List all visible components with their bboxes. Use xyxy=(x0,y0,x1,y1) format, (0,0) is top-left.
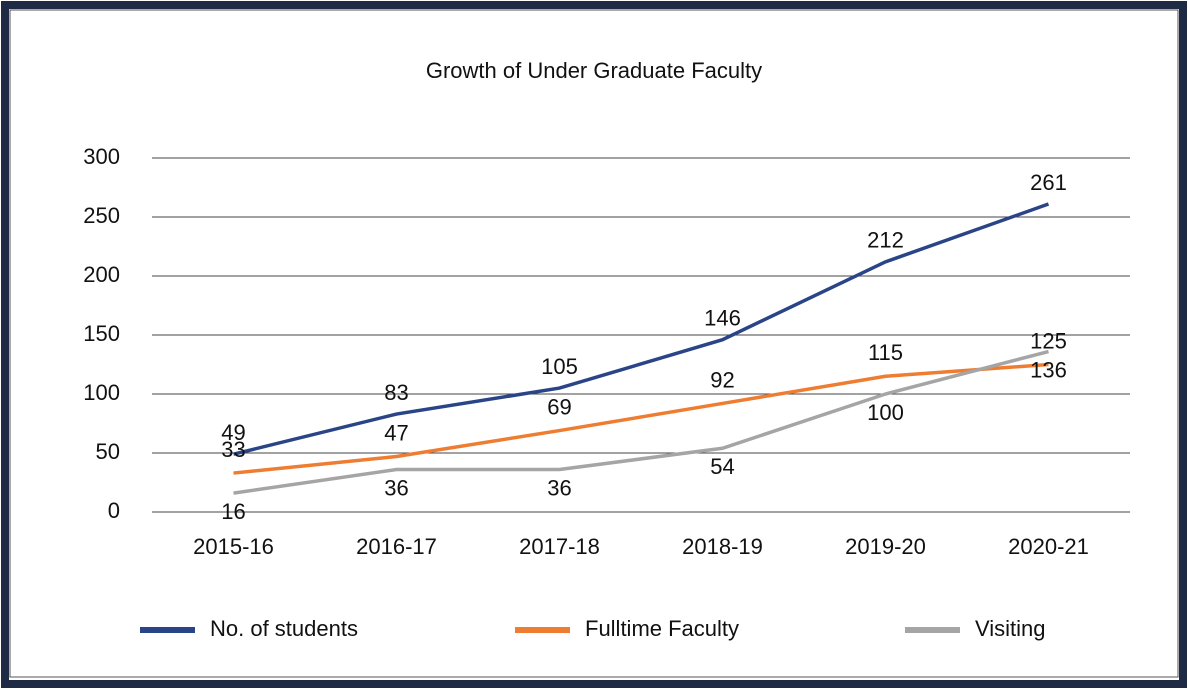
data-label: 69 xyxy=(547,394,571,419)
data-label: 36 xyxy=(384,475,408,500)
line-series xyxy=(233,362,1049,475)
x-tick-label: 2015-16 xyxy=(193,534,274,559)
y-tick-label: 300 xyxy=(83,144,120,169)
data-label: 49 xyxy=(221,420,245,445)
inner-frame xyxy=(9,9,1179,678)
data-label: 100 xyxy=(867,400,904,425)
x-tick-label: 2016-17 xyxy=(356,534,437,559)
y-tick-label: 0 xyxy=(108,498,120,523)
data-label: 33 xyxy=(221,437,245,462)
y-tick-label: 100 xyxy=(83,380,120,405)
legend-label: Fulltime Faculty xyxy=(585,616,739,641)
data-label: 115 xyxy=(868,340,903,365)
data-label: 36 xyxy=(547,475,571,500)
data-label: 105 xyxy=(541,354,578,379)
data-label: 136 xyxy=(1030,357,1067,382)
line-series xyxy=(233,202,1050,456)
line-series xyxy=(233,349,1049,495)
y-tick-label: 250 xyxy=(83,203,120,228)
data-label: 92 xyxy=(710,367,734,392)
x-tick-label: 2018-19 xyxy=(682,534,763,559)
x-tick-label: 2020-21 xyxy=(1008,534,1089,559)
y-tick-label: 200 xyxy=(83,262,120,287)
data-label: 146 xyxy=(704,306,741,331)
x-tick-label: 2017-18 xyxy=(519,534,600,559)
data-label: 125 xyxy=(1030,328,1067,353)
data-label: 16 xyxy=(221,499,245,524)
y-tick-label: 50 xyxy=(96,439,120,464)
data-label: 83 xyxy=(384,380,408,405)
x-tick-label: 2019-20 xyxy=(845,534,926,559)
data-label: 261 xyxy=(1030,170,1067,195)
data-label: 212 xyxy=(867,228,904,253)
y-tick-label: 150 xyxy=(83,321,120,346)
legend-label: No. of students xyxy=(210,616,358,641)
data-label: 54 xyxy=(710,454,734,479)
legend-label: Visiting xyxy=(975,616,1046,641)
chart-title: Growth of Under Graduate Faculty xyxy=(426,58,762,83)
data-label: 47 xyxy=(384,420,408,445)
